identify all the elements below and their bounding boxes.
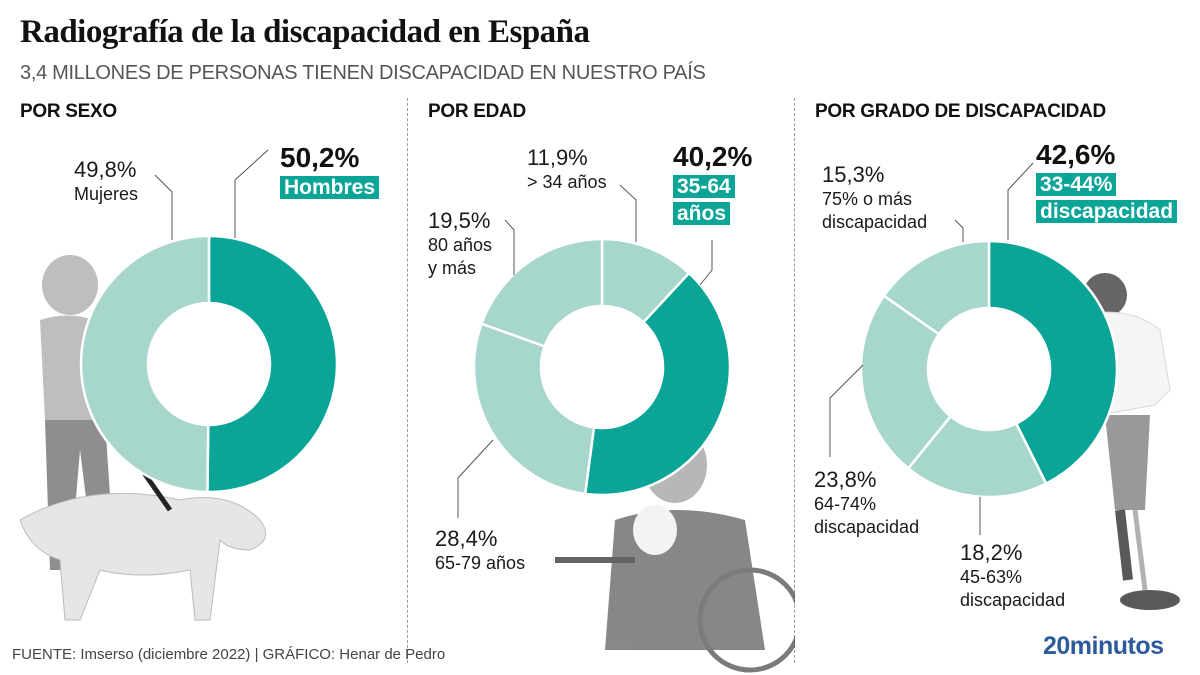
label-category: 75% o más: [822, 189, 913, 209]
donut-slice-45-63-discapacidad: [906, 414, 1048, 499]
leader-line: [954, 219, 964, 242]
label-category: 64-74%: [814, 494, 877, 514]
label-35-64: 40,2% 35-64 años: [673, 141, 763, 227]
label-category-badge: 33-44%: [1036, 173, 1117, 196]
source-credit: FUENTE: Imserso (diciembre 2022) | GRÁFI…: [12, 646, 446, 663]
donut-slice-64-74-discapacidad: [859, 294, 953, 471]
label-45-63: 18,2% 45-63% discapacidad: [960, 540, 1065, 612]
label-mujeres: 49,8% Mujeres: [74, 157, 138, 206]
label-category-badge: 35-64: [673, 175, 735, 198]
label-category: 65-79 años: [435, 553, 526, 573]
section-title-sexo: POR SEXO: [20, 101, 117, 122]
label-pct: 19,5%: [428, 208, 491, 233]
label-33-44: 42,6% 33-44% discapacidad: [1036, 139, 1196, 225]
label-pct: 23,8%: [814, 467, 877, 492]
section-divider: [407, 98, 408, 663]
label-pct: 15,3%: [822, 162, 885, 187]
label-64-74: 23,8% 64-74% discapacidad: [814, 467, 919, 539]
label-category-badge: años: [673, 202, 731, 225]
donut-slice-80-a-os-y-m-s: [479, 237, 604, 348]
label-category: > 34 años: [527, 172, 607, 192]
label-pct: 49,8%: [74, 157, 137, 182]
page-title: Radiografía de la discapacidad en España: [20, 14, 590, 50]
donut-slice-hombres: [206, 234, 339, 494]
label-category: 45-63%: [960, 567, 1023, 587]
label-category: 80 años: [428, 235, 493, 255]
leader-line: [154, 174, 173, 240]
label-category: Mujeres: [74, 184, 139, 204]
section-title-grado: POR GRADO DE DISCAPACIDAD: [815, 101, 1106, 122]
label-menos-34: 11,9% > 34 años: [527, 145, 607, 194]
label-category: discapacidad: [814, 517, 920, 537]
leader-line: [1007, 162, 1034, 240]
donut-slice-75-o-m-s-discapacidad: [882, 239, 991, 336]
label-65-79: 28,4% 65-79 años: [435, 526, 525, 575]
label-75-mas: 15,3% 75% o más discapacidad: [822, 162, 927, 234]
brand-logo: 20minutos: [1043, 632, 1164, 660]
label-category: discapacidad: [822, 212, 928, 232]
section-title-edad: POR EDAD: [428, 101, 526, 122]
leader-line: [457, 439, 494, 518]
donut-slice-65-79-a-os: [472, 322, 596, 496]
leader-line: [504, 219, 515, 275]
donut-slice-35-64-a-os: [583, 271, 732, 497]
label-pct: 40,2%: [673, 141, 753, 172]
donut-slice-33-44-discapacidad: [987, 239, 1119, 486]
label-category: y más: [428, 258, 477, 278]
label-pct: 42,6%: [1036, 139, 1116, 170]
label-pct: 28,4%: [435, 526, 498, 551]
label-pct: 18,2%: [960, 540, 1023, 565]
label-pct: 50,2%: [280, 142, 360, 173]
leader-line: [619, 184, 637, 242]
label-category: discapacidad: [960, 590, 1066, 610]
leader-line: [829, 364, 864, 457]
leader-line: [234, 149, 269, 238]
label-80-mas: 19,5% 80 años y más: [428, 208, 492, 280]
label-category-badge: Hombres: [280, 176, 380, 199]
label-hombres: 50,2% Hombres: [280, 142, 380, 201]
page-subtitle: 3,4 MILLONES DE PERSONAS TIENEN DISCAPAC…: [20, 62, 706, 84]
donut-slice-mujeres: [79, 234, 211, 494]
section-divider: [794, 98, 795, 663]
label-pct: 11,9%: [527, 145, 588, 170]
label-category-badge: discapacidad: [1036, 200, 1178, 223]
leader-line: [699, 240, 713, 286]
